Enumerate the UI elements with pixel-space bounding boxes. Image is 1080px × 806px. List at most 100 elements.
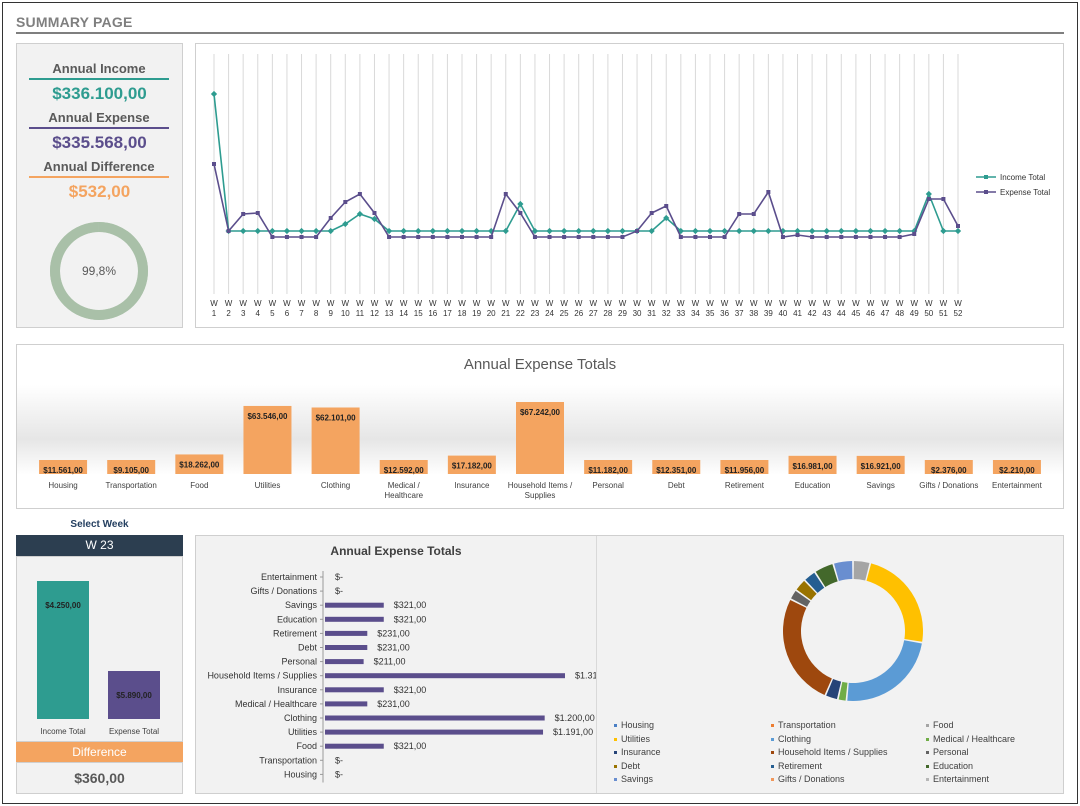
x-tick-w: W <box>633 299 641 308</box>
legend-item: Medical / Healthcare <box>926 734 1015 744</box>
hbar-value-label: $321,00 <box>394 741 427 751</box>
legend-swatch <box>926 737 929 741</box>
annual-expense-chart-panel: Annual Expense Totals $11.561,00 Housing $… <box>16 344 1064 509</box>
income-point <box>473 227 480 235</box>
income-total-value-label: $4.250,00 <box>45 601 81 610</box>
legend-item: Entertainment <box>926 774 989 784</box>
x-tick-w: W <box>298 299 306 308</box>
expense-donut-chart <box>783 561 923 701</box>
annual-expense-value: $335.568,00 <box>52 133 147 152</box>
x-tick-label-prefix: W 15 <box>414 299 423 318</box>
expense-point <box>226 229 231 233</box>
hbar-value-label: $- <box>335 769 343 779</box>
x-tick-w: W <box>590 299 598 308</box>
hbar-category-label: Insurance <box>277 685 317 695</box>
select-week-label: Select Week <box>70 519 129 530</box>
x-tick-num: 8 <box>314 309 319 318</box>
income-point <box>940 227 947 235</box>
income-point <box>838 227 845 235</box>
legend-label: Food <box>933 720 954 730</box>
week-selector[interactable]: W 23 <box>16 535 183 556</box>
legend-item: Retirement <box>771 761 822 771</box>
hbar-category-label: Clothing <box>284 713 317 723</box>
x-tick-num: 3 <box>241 309 246 318</box>
legend-label: Clothing <box>778 733 812 744</box>
hbar-value-label: $- <box>335 572 343 582</box>
expense-total-bar <box>108 671 160 719</box>
x-tick-w: W <box>692 299 700 308</box>
x-tick-label-prefix: W 22 <box>516 299 525 318</box>
annual-bar-value-label: $67.242,00 <box>520 408 561 417</box>
x-tick-label-prefix: W 16 <box>428 299 437 318</box>
annual-income-label: Annual Income <box>29 61 169 80</box>
expense-point <box>897 235 902 239</box>
annual-category-label: Education <box>795 481 831 490</box>
income-point <box>954 227 962 235</box>
legend-swatch <box>614 764 617 768</box>
annual-bar <box>856 455 905 474</box>
income-point <box>575 227 582 235</box>
x-tick-w: W <box>429 299 437 308</box>
legend-item: Clothing <box>771 734 811 744</box>
hbar-value-label: $1.191,00 <box>553 727 593 737</box>
legend-swatch <box>771 751 774 755</box>
hbar-value-label: $231,00 <box>377 628 410 638</box>
hbar-category-label: Gifts / Donations <box>250 586 317 596</box>
expense-point <box>547 235 552 239</box>
annual-bar-value-label: $18.262,00 <box>179 460 220 469</box>
annual-bar <box>175 454 224 474</box>
x-tick-num: 41 <box>793 309 802 318</box>
annual-expense-bar-chart: Annual Expense Totals $11.561,00 Housing $… <box>17 356 1063 500</box>
income-point <box>298 227 305 235</box>
x-tick-num: 18 <box>458 309 467 318</box>
legend-item: Food <box>926 720 954 730</box>
annual-bar-value-label: $16.921,00 <box>861 462 902 471</box>
annual-category-label: Housing <box>48 481 77 490</box>
x-tick-num: 19 <box>472 309 481 318</box>
difference-donut: 99,8% <box>50 222 148 320</box>
x-tick-label-prefix: W 32 <box>662 299 671 318</box>
x-tick-num: 43 <box>822 309 831 318</box>
expense-point <box>284 235 289 239</box>
legend-label: Debt <box>621 760 641 771</box>
donut-slice <box>866 563 923 642</box>
donut-slice <box>834 561 853 581</box>
hbar-bar <box>325 602 384 608</box>
x-tick-label-prefix: W 50 <box>924 299 933 318</box>
x-tick-num: 47 <box>881 309 890 318</box>
annual-chart-title: Annual Expense Totals <box>464 356 616 373</box>
x-tick-num: 35 <box>706 309 715 318</box>
x-tick-label-prefix: W 44 <box>837 299 846 318</box>
expense-total-value-label: $5.890,00 <box>116 691 152 700</box>
expense-point <box>314 235 319 239</box>
difference-label: Difference <box>16 742 183 762</box>
legend-label: Education <box>933 760 974 771</box>
x-tick-label-prefix: W 33 <box>676 299 685 318</box>
expense-point <box>212 162 216 166</box>
expense-point <box>605 235 610 239</box>
hbar-value-label: $211,00 <box>374 657 406 667</box>
x-tick-w: W <box>531 299 539 308</box>
x-tick-w: W <box>269 299 277 308</box>
x-tick-label-prefix: W 20 <box>487 299 496 318</box>
income-point <box>590 227 597 235</box>
x-tick-w: W <box>458 299 466 308</box>
x-tick-label-prefix: W 39 <box>764 299 773 318</box>
income-point <box>736 227 743 235</box>
expense-point <box>708 235 712 239</box>
legend-item: Education <box>926 761 973 771</box>
x-tick-label-prefix: W 49 <box>910 299 919 318</box>
x-tick-label-prefix: W 48 <box>895 299 904 318</box>
x-tick-num: 10 <box>341 309 350 318</box>
expense-point <box>868 235 873 239</box>
donut-percent-label: 99,8% <box>82 264 116 278</box>
x-tick-num: 25 <box>560 309 569 318</box>
x-tick-w: W <box>444 299 452 308</box>
expense-point <box>270 235 275 239</box>
annual-bar <box>584 460 633 474</box>
annual-category-label: Debt <box>668 481 686 490</box>
legend-label: Medical / Healthcare <box>933 733 1016 744</box>
